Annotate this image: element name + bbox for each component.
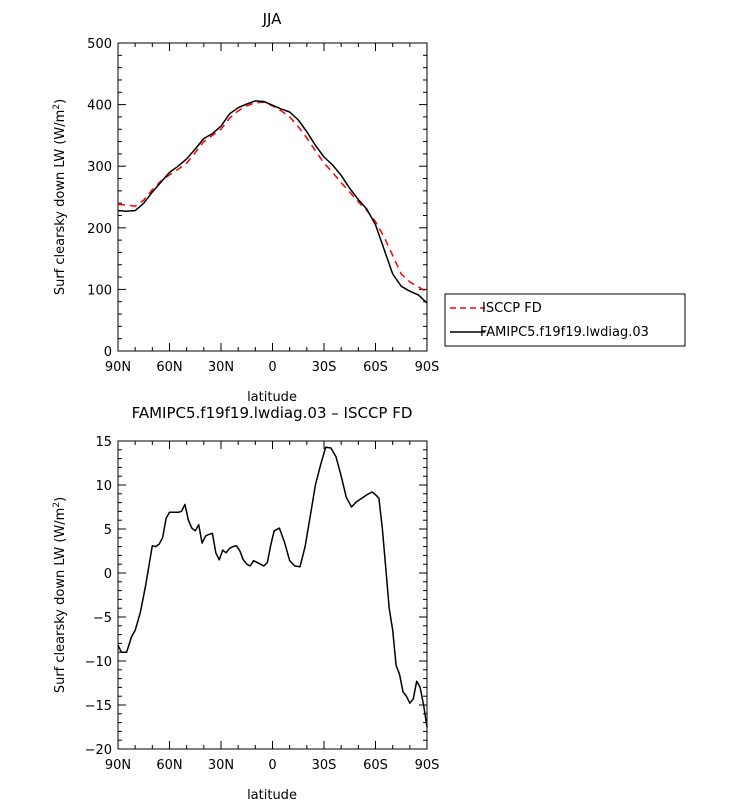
top-x-tick-label: 90S bbox=[415, 360, 440, 375]
top-x-tick-label: 90N bbox=[105, 360, 131, 375]
legend-label-famipc5: FAMIPC5.f19f19.lwdiag.03 bbox=[480, 325, 649, 340]
top-x-tick-label: 60S bbox=[363, 360, 388, 375]
bottom-y-tick-label: 5 bbox=[104, 523, 112, 538]
bottom-y-tick-label: −15 bbox=[85, 699, 112, 714]
bottom-x-tick-label: 60S bbox=[363, 758, 388, 773]
top-axes: 90N 60N 30N 0 30S 60S 90S 0 100 200 300 400 500 bbox=[87, 37, 439, 375]
bottom-x-tick-label: 30S bbox=[312, 758, 337, 773]
bottom-y-tick-label: −20 bbox=[85, 743, 112, 758]
top-y-tick-label: 0 bbox=[104, 345, 112, 360]
bottom-y-tick-label: 10 bbox=[95, 479, 112, 494]
bottom-x-tick-label: 0 bbox=[268, 758, 276, 773]
bottom-series-group bbox=[117, 446, 428, 728]
bottom-chart-title: FAMIPC5.f19f19.lwdiag.03 – ISCCP FD bbox=[132, 404, 413, 422]
bottom-axes: 90N 60N 30N 0 30S 60S 90S −20 −15 −10 −5 0 5 10 15 bbox=[85, 435, 440, 773]
bottom-y-tick-label: −10 bbox=[85, 655, 112, 670]
top-y-tick-label: 100 bbox=[87, 283, 112, 298]
top-panel: JJA 90N 60N 30N 0 30S 60S 90S0100200300400500 … bbox=[52, 10, 686, 405]
bottom-y-tick-label: 0 bbox=[104, 567, 112, 582]
top-x-axis-label: latitude bbox=[247, 390, 297, 405]
top-chart-title: JJA bbox=[262, 10, 283, 28]
top-x-tick-label: 30N bbox=[208, 360, 234, 375]
top-series-group bbox=[117, 100, 428, 304]
top-series-line-1 bbox=[117, 100, 428, 304]
top-y-tick-label: 300 bbox=[87, 160, 112, 175]
bottom-y-axis-label: Surf clearsky down LW (W/m2) bbox=[52, 497, 68, 693]
bottom-x-tick-label: 60N bbox=[156, 758, 182, 773]
bottom-panel: FAMIPC5.f19f19.lwdiag.03 – ISCCP FD 90N 6… bbox=[52, 404, 439, 803]
bottom-y-tick-label: −5 bbox=[93, 611, 112, 626]
top-x-tick-label: 0 bbox=[268, 360, 276, 375]
top-x-tick-label: 60N bbox=[156, 360, 182, 375]
bottom-x-tick-label: 90S bbox=[415, 758, 440, 773]
bottom-series-line-0 bbox=[117, 446, 428, 728]
top-series-line-0 bbox=[117, 101, 428, 293]
legend: ISCCP FD FAMIPC5.f19f19.lwdiag.03 bbox=[444, 293, 686, 347]
top-y-tick-label: 400 bbox=[87, 99, 112, 114]
bottom-plot-frame bbox=[117, 440, 428, 750]
legend-box bbox=[444, 293, 686, 347]
top-x-tick-label: 30S bbox=[312, 360, 337, 375]
bottom-x-tick-label: 30N bbox=[208, 758, 234, 773]
bottom-y-tick-label: 15 bbox=[95, 435, 112, 450]
bottom-x-tick-label: 90N bbox=[105, 758, 131, 773]
top-plot-frame bbox=[117, 42, 428, 352]
top-y-tick-label: 500 bbox=[87, 37, 112, 52]
top-y-axis-label: Surf clearsky down LW (W/m2) bbox=[52, 99, 68, 295]
top-y-tick-label: 200 bbox=[87, 222, 112, 237]
legend-label-isccp-fd: ISCCP FD bbox=[482, 301, 542, 316]
bottom-x-axis-label: latitude bbox=[247, 788, 297, 803]
